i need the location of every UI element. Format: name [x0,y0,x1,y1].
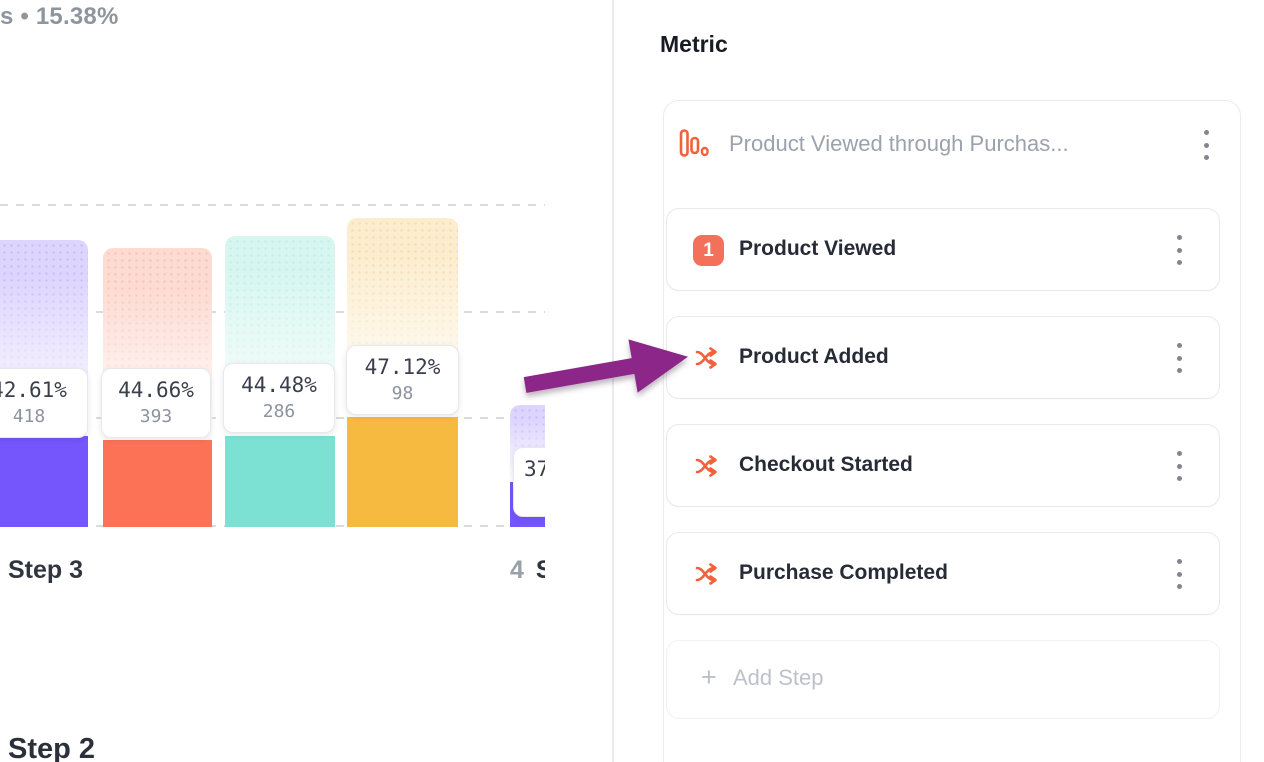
step-label: Product Added [739,345,889,368]
conversion-stat-partial: s • 15.38% [0,3,119,30]
bar-percent: 42.61% [0,378,67,402]
metric-title: Product Viewed through Purchas... [729,131,1069,156]
bar-value-card: 44.66% 393 [101,368,211,438]
step-row-purchase-completed[interactable]: Purchase Completed [666,532,1220,615]
bar-percent: 47.12% [364,355,441,379]
kebab-menu-icon[interactable] [1177,451,1183,481]
bar-percent: 44.66% [118,378,194,402]
step-row-product-viewed[interactable]: 1 Product Viewed [666,208,1220,291]
metric-card: Product Viewed through Purchas... 1 Prod… [663,100,1241,762]
funnel-chart: 42.61% 418 44.66% 393 44.48% 286 47.12% … [0,0,545,650]
shuffle-icon [695,347,721,374]
bar-count: 98 [391,383,414,404]
bar-count: 286 [262,401,296,422]
x-axis-label-step-3: Step 3 [8,556,84,584]
shuffle-icon [695,455,721,482]
bar-percent: 44.48% [241,373,317,397]
step-label: Purchase Completed [739,561,948,584]
kebab-menu-icon[interactable] [1177,559,1183,589]
add-step-label: Add Step [733,665,824,690]
kebab-menu-icon[interactable] [1177,343,1183,373]
add-step-button[interactable]: + Add Step [666,640,1220,719]
panel-divider [612,0,614,762]
step-label: Product Viewed [739,237,897,260]
kebab-menu-icon[interactable] [1177,235,1183,265]
bar-value-card: 47.12% 98 [346,345,459,415]
bar-converted-segment [225,436,335,527]
panel-heading: Metric [660,31,728,57]
step-label: Checkout Started [739,453,913,476]
bar-count: 393 [139,406,173,427]
step-number-badge: 1 [693,235,724,266]
step-number: 4 [510,556,524,584]
metric-header-row[interactable]: Product Viewed through Purchas... [664,101,1240,191]
bar-converted-segment [0,436,88,527]
bar-percent: 37 [524,457,545,481]
bar-converted-segment [347,417,458,527]
bar-converted-segment [103,440,212,527]
kebab-menu-icon[interactable] [1204,130,1210,160]
step-row-checkout-started[interactable]: Checkout Started [666,424,1220,507]
bar-value-card: 37 [513,447,545,517]
section-heading-step-2: Step 2 [8,733,96,762]
annotation-arrow [523,339,688,393]
bar-value-card: 44.48% 286 [223,363,335,433]
bar-value-card: 42.61% 418 [0,368,88,438]
x-axis-label-step-4: 4 Step 4 [510,556,545,585]
plus-icon: + [701,662,717,692]
shuffle-icon [695,563,721,590]
gridline [0,204,545,206]
bar-count: 418 [12,406,46,427]
step-label: Step 4 [535,556,545,584]
funnel-chart-icon [679,129,709,164]
step-row-product-added[interactable]: Product Added [666,316,1220,399]
